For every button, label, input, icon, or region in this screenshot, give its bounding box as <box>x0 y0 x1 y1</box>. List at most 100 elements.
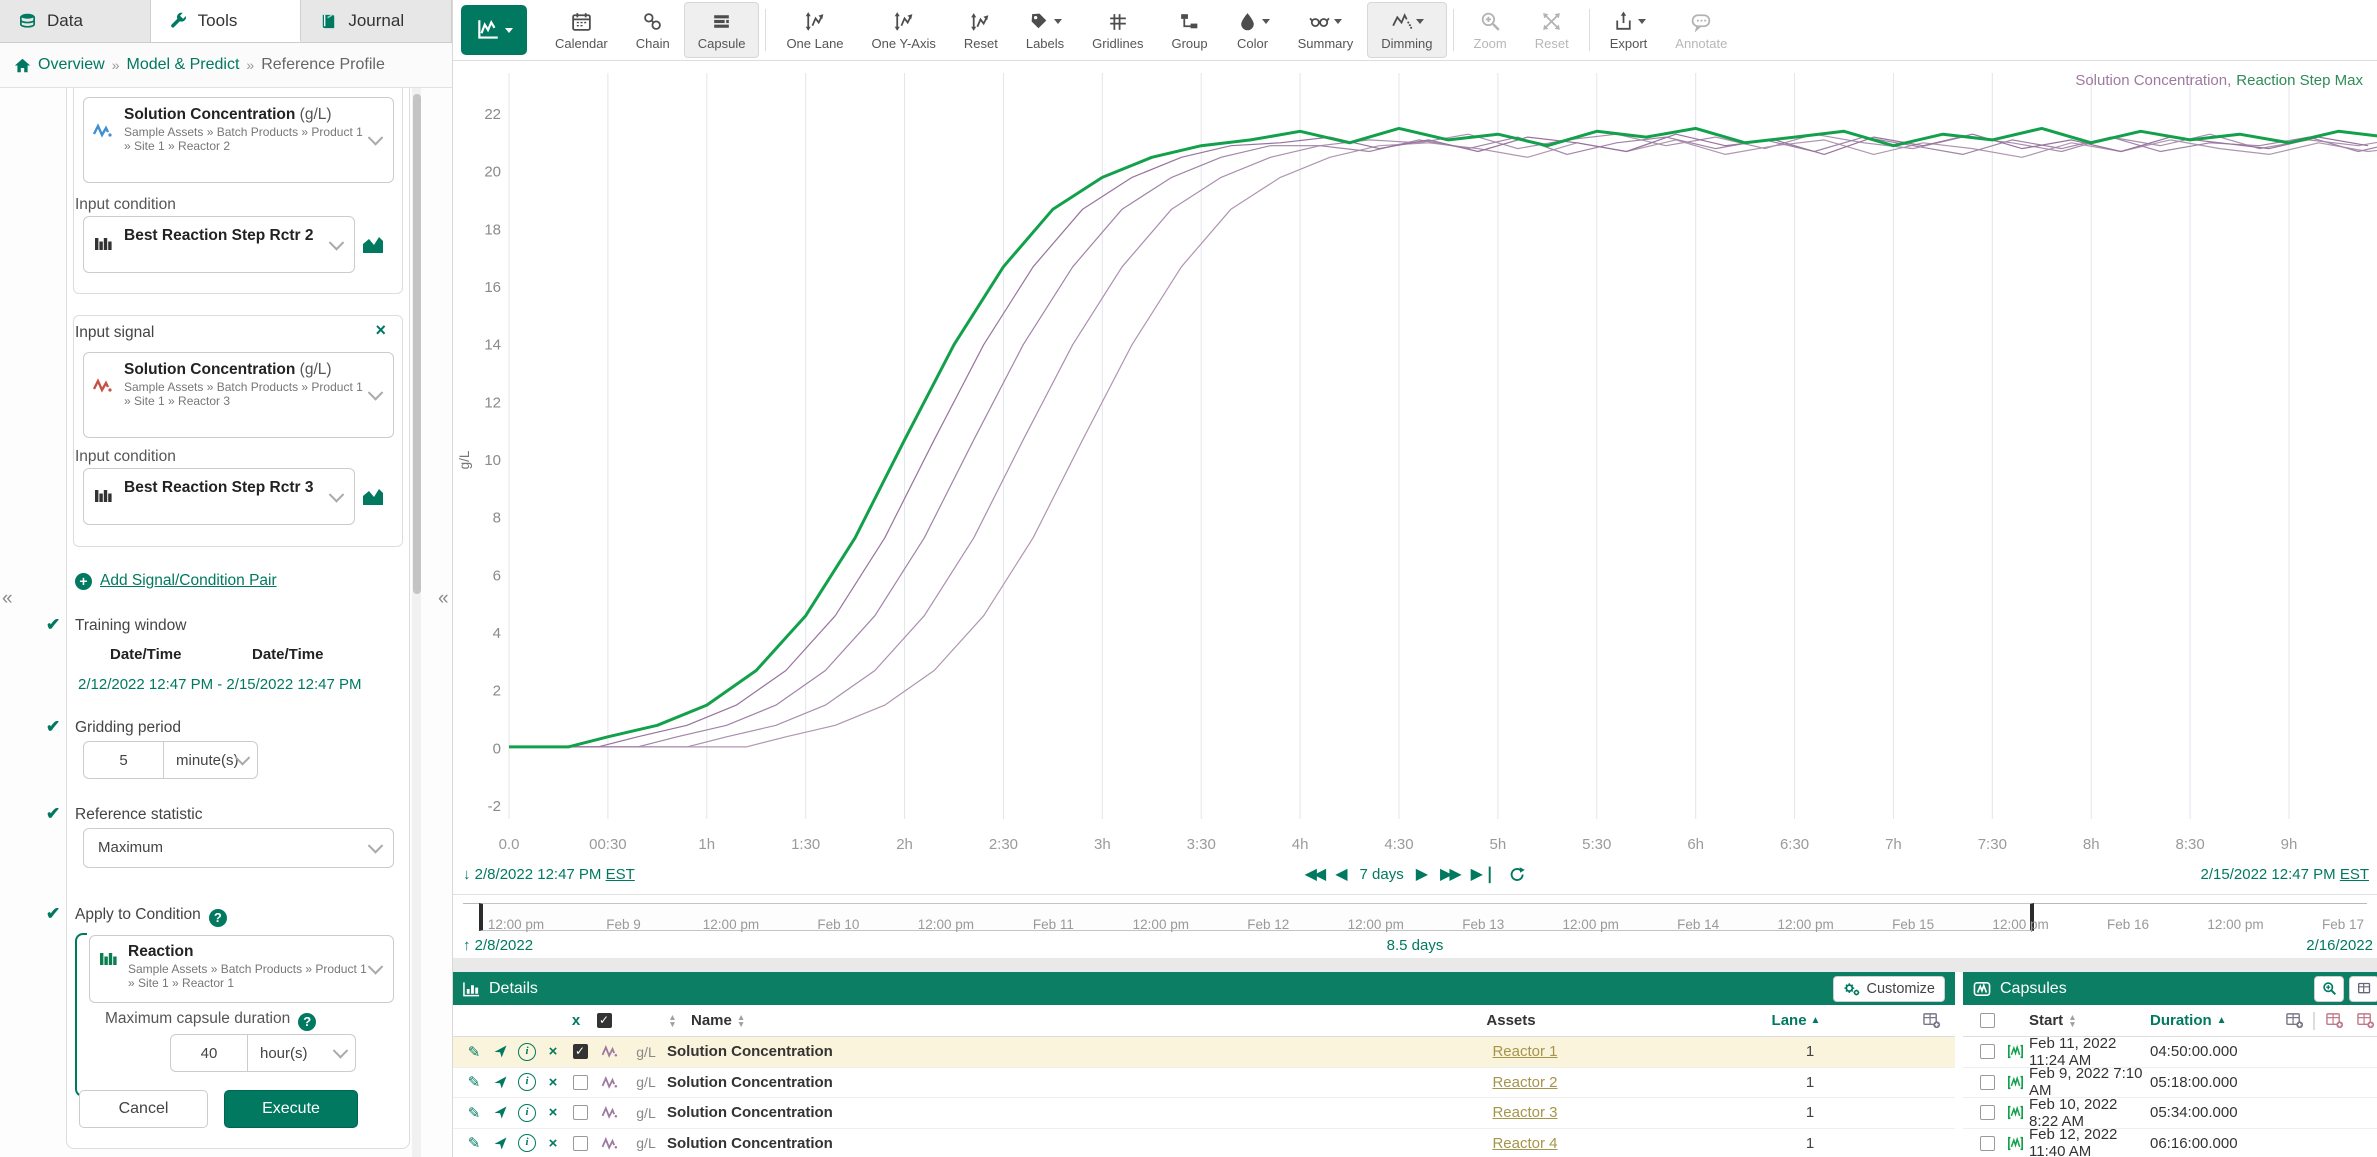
add-stat-column-button[interactable] <box>2315 1012 2353 1029</box>
customize-button[interactable]: Customize <box>1833 976 1946 1002</box>
toolbar-button-reset[interactable]: Reset <box>950 2 1012 58</box>
name-cell[interactable]: Solution Concentration <box>667 1074 1315 1091</box>
select-all-checkbox[interactable]: ✓ <box>589 1013 619 1028</box>
sort-type-header[interactable]: ▲▼ <box>649 1014 691 1028</box>
trend-chart[interactable]: 0.000:301h1:302h2:303h3:304h4:305h5:306h… <box>453 61 2377 860</box>
capsule-row[interactable]: Feb 11, 2022 11:24 AM 04:50:00.000 <box>1963 1037 2377 1068</box>
info-icon[interactable]: i <box>513 1104 541 1122</box>
remove-all-header[interactable]: x <box>563 1012 589 1029</box>
add-column-icon[interactable] <box>1922 1012 1941 1029</box>
step-forward-icon[interactable]: ▶ <box>1416 864 1428 884</box>
tab-data[interactable]: Data <box>0 0 151 42</box>
legend-entry[interactable]: Solution Concentration, <box>2075 72 2231 89</box>
capsule-row[interactable]: Feb 9, 2022 7:10 AM 05:18:00.000 <box>1963 1068 2377 1099</box>
info-icon[interactable]: i <box>513 1134 541 1152</box>
toolbar-button-one-lane[interactable]: One Lane <box>772 2 857 58</box>
timezone-link[interactable]: EST <box>606 866 635 883</box>
input-condition-select-1[interactable]: Best Reaction Step Rctr 2 <box>83 216 355 273</box>
capsule-checkbox[interactable] <box>1973 1136 2001 1151</box>
capsules-select-all-checkbox[interactable] <box>1973 1013 2001 1028</box>
assets-column-header[interactable]: Assets <box>1301 1012 1721 1029</box>
view-capsules-chart-icon[interactable] <box>362 236 384 260</box>
asset-link[interactable]: Reactor 2 <box>1492 1074 1557 1091</box>
toolbar-button-chain[interactable]: Chain <box>622 2 684 58</box>
capsule-checkbox[interactable] <box>1973 1105 2001 1120</box>
apply-condition-select[interactable]: Reaction Sample Assets » Batch Products … <box>89 935 394 1003</box>
step-back-full-icon[interactable]: ◀◀ <box>1305 864 1324 884</box>
legend-entry[interactable]: Reaction Step Max <box>2236 72 2363 89</box>
timezone-link[interactable]: EST <box>2340 866 2369 883</box>
edit-icon[interactable]: ✎ <box>461 1073 487 1091</box>
gridding-unit-select[interactable]: minute(s) <box>164 741 258 779</box>
step-to-end-icon[interactable]: ▶❘ <box>1471 864 1497 884</box>
input-signal-select-1[interactable]: Solution Concentration (g/L) Sample Asse… <box>83 97 394 183</box>
details-row[interactable]: ✎ i × g/L Solution Concentration Reactor… <box>453 1068 1955 1099</box>
asset-link[interactable]: Reactor 1 <box>1492 1043 1557 1060</box>
send-icon[interactable] <box>487 1105 513 1120</box>
series-solution-concentration-reactor-3[interactable] <box>509 134 2377 747</box>
toolbar-button-color[interactable]: Color <box>1222 2 1284 58</box>
step-duration-label[interactable]: 7 days <box>1360 866 1404 883</box>
capsule-checkbox[interactable] <box>1973 1075 2001 1090</box>
add-column-icon[interactable] <box>2285 1012 2304 1029</box>
sort-icon[interactable]: ▲▼ <box>668 1014 676 1028</box>
name-cell[interactable]: Solution Concentration <box>667 1043 1315 1060</box>
add-signal-condition-pair-link[interactable]: + Add Signal/Condition Pair <box>75 572 277 590</box>
send-icon[interactable] <box>487 1044 513 1059</box>
timeline-end[interactable]: 2/16/2022 <box>2306 937 2373 954</box>
toolbar-button-export[interactable]: Export <box>1596 2 1662 58</box>
info-icon[interactable]: i <box>513 1073 541 1091</box>
home-icon[interactable] <box>14 57 31 74</box>
duration-column-header[interactable]: Duration ▲ <box>2150 1012 2275 1029</box>
info-icon[interactable]: i <box>513 1043 541 1061</box>
row-checkbox[interactable] <box>565 1136 595 1151</box>
capsules-options-button[interactable] <box>2349 976 2377 1002</box>
row-checkbox[interactable] <box>565 1105 595 1120</box>
reference-statistic-select[interactable]: Maximum <box>83 828 394 868</box>
send-icon[interactable] <box>487 1075 513 1090</box>
details-row[interactable]: ✎ i × g/L Solution Concentration Reactor… <box>453 1129 1955 1157</box>
toolbar-button-labels[interactable]: Labels <box>1012 2 1078 58</box>
add-property-column-button[interactable] <box>2353 1012 2377 1029</box>
capsule-row[interactable]: Feb 12, 2022 11:40 AM 06:16:00.000 <box>1963 1129 2377 1157</box>
series-solution-concentration-reactor-4[interactable] <box>509 140 2377 747</box>
view-selector-button[interactable] <box>461 5 527 55</box>
toolbar-button-dimming[interactable]: Dimming <box>1367 2 1446 58</box>
toolbar-button-calendar[interactable]: Calendar <box>541 2 622 58</box>
lane-column-header[interactable]: Lane ▲ <box>1721 1012 1871 1029</box>
training-range[interactable]: 2/12/2022 12:47 PM - 2/15/2022 12:47 PM <box>78 676 362 693</box>
sort-icon[interactable]: ▲▼ <box>2068 1014 2076 1028</box>
remove-icon[interactable]: × <box>541 1043 565 1060</box>
name-cell[interactable]: Solution Concentration <box>667 1135 1315 1152</box>
remove-pair-icon[interactable]: × <box>375 320 386 341</box>
edit-icon[interactable]: ✎ <box>461 1134 487 1152</box>
add-column-button[interactable] <box>2275 1012 2313 1029</box>
row-checkbox[interactable] <box>565 1075 595 1090</box>
input-condition-select-2[interactable]: Best Reaction Step Rctr 3 <box>83 468 355 525</box>
view-capsules-chart-icon[interactable] <box>362 488 384 512</box>
refresh-icon[interactable] <box>1508 866 1525 883</box>
add-column-icon[interactable] <box>2356 1012 2375 1029</box>
help-icon[interactable]: ? <box>209 909 227 927</box>
toolbar-button-gridlines[interactable]: Gridlines <box>1078 2 1157 58</box>
edit-icon[interactable]: ✎ <box>461 1104 487 1122</box>
add-column-button[interactable] <box>1871 1012 1955 1029</box>
breadcrumb-model-predict[interactable]: Model & Predict <box>126 56 239 74</box>
asset-link[interactable]: Reactor 3 <box>1492 1104 1557 1121</box>
gridding-value-input[interactable]: 5 <box>83 741 164 779</box>
name-column-header[interactable]: Name▲▼ <box>691 1012 1301 1029</box>
step-forward-full-icon[interactable]: ▶▶ <box>1440 864 1459 884</box>
max-duration-value-input[interactable]: 40 <box>170 1034 248 1072</box>
row-checkbox[interactable]: ✓ <box>565 1044 595 1059</box>
remove-icon[interactable]: × <box>541 1135 565 1152</box>
chart-canvas[interactable]: 0.000:301h1:302h2:303h3:304h4:305h5:306h… <box>453 61 2377 860</box>
asset-link[interactable]: Reactor 4 <box>1492 1135 1557 1152</box>
series-solution-concentration-reactor-2[interactable] <box>509 137 2377 747</box>
cancel-button[interactable]: Cancel <box>79 1090 208 1128</box>
input-signal-select-2[interactable]: Solution Concentration (g/L) Sample Asse… <box>83 352 394 438</box>
name-cell[interactable]: Solution Concentration <box>667 1104 1315 1121</box>
sort-icon[interactable]: ▲▼ <box>737 1014 745 1028</box>
remove-icon[interactable]: × <box>541 1104 565 1121</box>
start-column-header[interactable]: Start▲▼ <box>2029 1012 2150 1029</box>
step-back-icon[interactable]: ◀ <box>1335 864 1347 884</box>
